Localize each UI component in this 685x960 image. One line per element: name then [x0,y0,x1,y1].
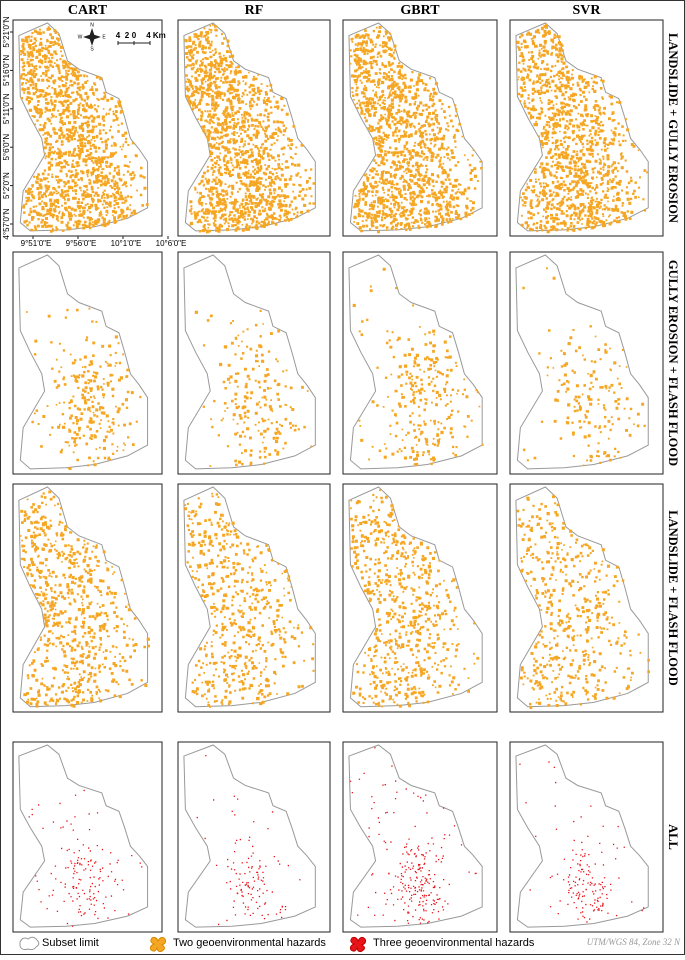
row-label: LANDSLIDE + FLASH FLOOD [666,510,680,686]
map-panel [342,741,498,933]
map-panel [177,741,331,933]
map-panel [12,483,163,713]
subset-limit [183,254,316,470]
legend-label: Three geoenvironmental hazards [373,937,535,949]
map-panel [177,251,331,475]
scale-bar [117,41,151,45]
two-hazard-area [25,307,142,470]
two-hazard-area [516,23,649,234]
compass-letter: W [78,34,83,40]
subset-limit [18,486,149,708]
panels [12,19,664,933]
row-label: GULLY EROSION + FLASH FLOOD [666,260,680,466]
compass-letter: S [90,46,94,52]
legend-icon-two [149,936,167,953]
lat-label: 5°11'0"N [2,93,11,124]
lat-label: 5°6'0"N [2,134,11,161]
subset-limit [18,254,149,470]
scale-label: 4 Km [146,31,166,40]
column-header: CART [68,3,108,18]
two-hazard-area [516,495,650,710]
subset-limit [515,744,649,928]
scale-label: 0 [132,31,137,40]
map-panel [509,741,664,933]
map-panel [177,483,331,713]
subset-limit [348,744,483,928]
north-arrow [83,28,101,46]
subset-limit [348,486,483,708]
labels: LANDSLIDE + GULLY EROSION GULLY EROSION +… [2,3,680,850]
scale-label: 4 [116,31,121,40]
lat-label: 5°2'0"N [2,172,11,199]
subset-limit [183,486,316,708]
lon-label: 9°51'0"E [21,239,52,248]
legend-icon-subset [19,936,40,951]
legend-label: Subset limit [42,937,99,949]
subset-limit [18,22,149,232]
compass-letter: N [90,22,94,28]
map-panel [12,741,163,933]
two-hazard-area [184,23,315,234]
lon-label: 10°1'0"E [111,239,142,248]
two-hazard-area [522,267,646,467]
subset-limit [183,744,316,928]
lat-label: 5°16'0"N [2,55,11,86]
legend-icon-three [349,936,367,953]
three-hazard-area [519,761,645,923]
lat-label: 4°57'0"N [2,208,11,239]
column-header: GBRT [400,3,440,18]
compass-letter: E [102,34,106,40]
map-panel [509,19,664,237]
lat-label: 5°21'0"N [2,16,11,47]
map-panel [12,251,163,475]
two-hazard-area [352,267,484,466]
map-panel [509,251,664,475]
row-label: LANDSLIDE + GULLY EROSION [666,33,680,223]
two-hazard-area [19,26,149,233]
scale-label: 2 [125,31,130,40]
lon-label: 9°56'0"E [66,239,97,248]
subset-limit [18,744,149,928]
column-header: SVR [572,3,601,18]
subset-limit [183,22,316,232]
column-header: RF [245,3,264,18]
two-hazard-area [19,490,150,708]
subset-limit [515,22,649,232]
three-hazard-area [196,755,301,926]
subset-limit [348,22,483,232]
legend-label: Two geoenvironmental hazards [173,937,326,949]
map-panel [342,251,498,475]
two-hazard-area [349,26,483,234]
footnote: UTM/WGS 84, Zone 32 N [587,937,681,947]
lon-label: 10°6'0"E [156,239,187,248]
subset-limit [515,254,649,470]
subset-limit [348,254,483,470]
two-hazard-area [184,492,315,708]
subset-limit [515,486,649,708]
row-label: ALL [666,824,680,850]
